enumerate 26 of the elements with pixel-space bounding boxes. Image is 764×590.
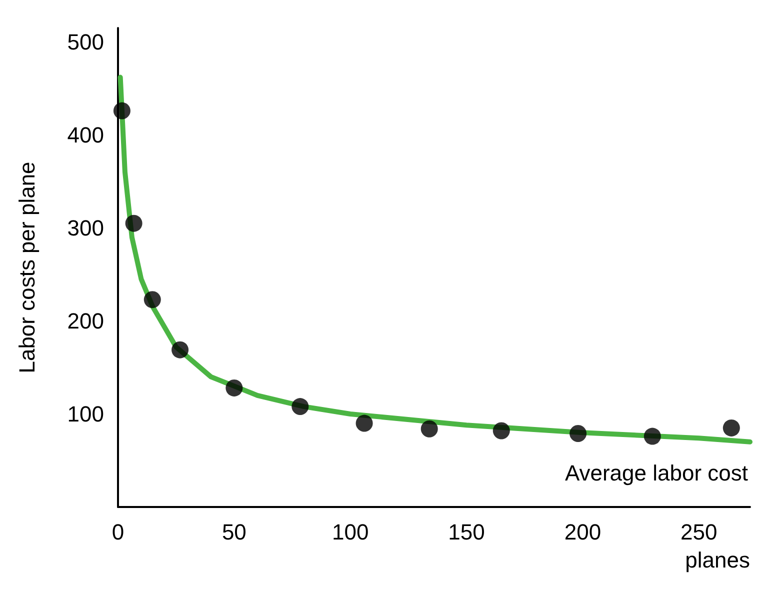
x-tick-label: 250 [680,520,718,544]
point [492,422,510,440]
point [356,414,373,432]
y-tick-label: 300 [67,215,104,240]
point [644,428,661,445]
point [420,420,438,438]
y-tick-label: 500 [67,29,104,54]
point [570,425,587,442]
point [226,379,243,396]
annotation: Average labor cost [564,460,748,486]
point [172,341,189,358]
y-axis-title: Labor costs per plane [14,162,40,374]
x-tick-label: 200 [564,520,602,544]
point [292,398,309,416]
point [113,102,130,120]
y-tick-label: 400 [67,122,104,148]
y-tick-label: 200 [67,308,104,334]
x-tick-label: 100 [332,520,369,544]
point [125,214,142,232]
point [144,291,161,308]
x-tick-label: 150 [448,520,485,544]
x-axis-title: planes [685,548,750,572]
x-tick-label: 50 [222,520,246,544]
x-tick-label: 0 [112,520,124,544]
point [722,419,740,436]
y-tick-label: 100 [67,401,104,426]
